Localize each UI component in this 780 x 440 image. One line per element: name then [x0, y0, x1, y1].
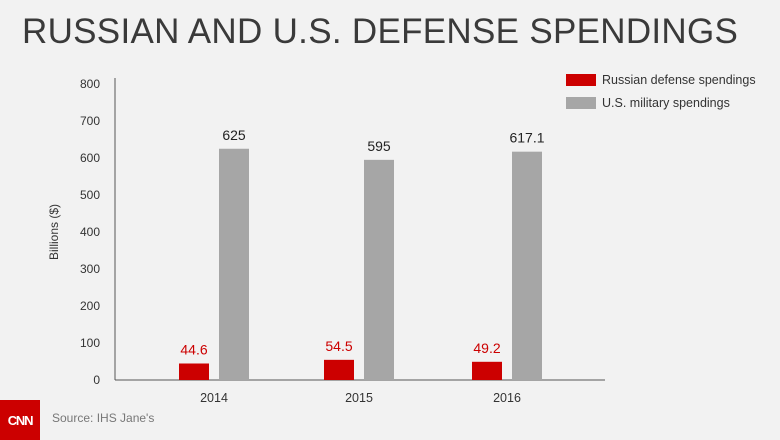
x-tick-label-2014: 2014 [200, 391, 228, 405]
legend-item-us: U.S. military spendings [566, 95, 756, 111]
x-tick-label-2016: 2016 [493, 391, 521, 405]
y-tick-label: 700 [80, 114, 100, 128]
y-axis-label: Billions ($) [47, 204, 61, 260]
y-tick-label: 0 [93, 373, 100, 387]
x-tick-label-2015: 2015 [345, 391, 373, 405]
data-label-us-2016: 617.1 [509, 130, 544, 146]
cnn-logo-text: CNN [7, 412, 34, 428]
footer: CNN Source: IHS Jane's [0, 400, 780, 440]
data-label-russia-2014: 44.6 [180, 341, 207, 357]
bar-us-2016 [512, 151, 542, 380]
legend-swatch-russia [566, 74, 596, 86]
y-tick-label: 100 [80, 336, 100, 350]
data-label-us-2014: 625 [222, 127, 246, 143]
cnn-logo: CNN [0, 400, 40, 440]
y-tick-label: 300 [80, 262, 100, 276]
y-tick-label: 600 [80, 151, 100, 165]
data-label-russia-2016: 49.2 [473, 340, 500, 356]
legend-label-us: U.S. military spendings [602, 96, 730, 110]
y-tick-label: 400 [80, 225, 100, 239]
legend-label-russia: Russian defense spendings [602, 73, 756, 87]
legend-item-russia: Russian defense spendings [566, 72, 756, 88]
y-tick-label: 200 [80, 299, 100, 313]
bar-russia-2015 [324, 359, 354, 380]
data-label-us-2015: 595 [367, 138, 391, 154]
source-note: Source: IHS Jane's [52, 411, 155, 425]
data-label-russia-2015: 54.5 [325, 338, 352, 354]
y-tick-label: 800 [80, 77, 100, 91]
bar-russia-2016 [472, 361, 502, 380]
legend: Russian defense spendings U.S. military … [566, 72, 756, 118]
legend-swatch-us [566, 97, 596, 109]
bar-russia-2014 [179, 363, 209, 380]
bar-us-2014 [219, 148, 249, 380]
y-tick-label: 500 [80, 188, 100, 202]
chart-title: RUSSIAN AND U.S. DEFENSE SPENDINGS [22, 12, 739, 51]
bar-us-2015 [364, 159, 394, 380]
